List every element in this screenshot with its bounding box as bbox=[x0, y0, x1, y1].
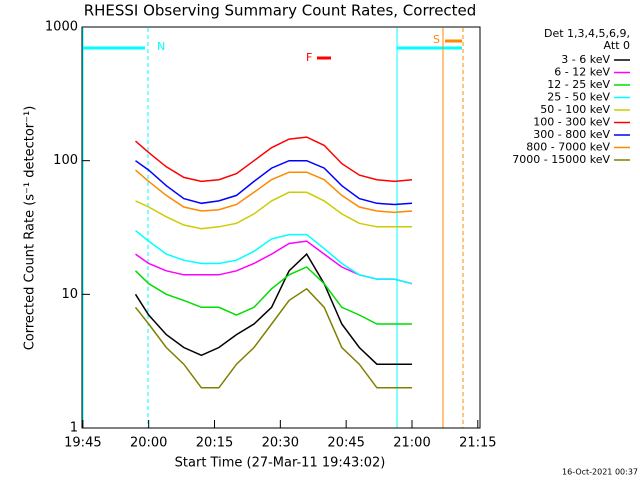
timestamp: 16-Oct-2021 00:37 bbox=[562, 468, 638, 477]
series-line bbox=[135, 191, 412, 230]
legend-label: 800 - 7000 keV bbox=[526, 141, 610, 154]
series-line bbox=[135, 159, 413, 206]
legend-label: 7000 - 15000 keV bbox=[512, 153, 610, 166]
legend-label: 12 - 25 keV bbox=[547, 78, 610, 91]
x-tick-label: 20:00 bbox=[130, 436, 167, 451]
x-axis-label: Start Time (27-Mar-11 19:43:02) bbox=[175, 456, 386, 471]
annotation: S bbox=[433, 33, 440, 46]
series-line bbox=[135, 230, 413, 285]
x-tick-label: 20:15 bbox=[196, 436, 233, 451]
legend-label: 100 - 300 keV bbox=[533, 116, 610, 129]
y-axis-label: Corrected Count Rate (s⁻¹ detector⁻¹) bbox=[23, 106, 38, 351]
y-tick-label: 1000 bbox=[45, 20, 78, 35]
legend-title: Att 0 bbox=[604, 39, 630, 52]
plot-frame bbox=[81, 26, 481, 429]
annotation: N bbox=[157, 40, 165, 53]
y-tick-label: 100 bbox=[53, 153, 78, 168]
series-line bbox=[135, 169, 413, 214]
series-line bbox=[134, 266, 412, 325]
series-line bbox=[135, 136, 413, 183]
chart-title: RHESSI Observing Summary Count Rates, Co… bbox=[84, 2, 477, 20]
legend-label: 3 - 6 keV bbox=[561, 53, 610, 66]
legend-label: 50 - 100 keV bbox=[540, 103, 610, 116]
x-tick-label: 19:45 bbox=[64, 436, 101, 451]
legend-label: 300 - 800 keV bbox=[533, 128, 610, 141]
series-line bbox=[134, 287, 412, 389]
legend-label: 6 - 12 keV bbox=[554, 66, 610, 79]
series-line bbox=[134, 252, 412, 365]
annotation: F bbox=[306, 51, 312, 64]
x-tick-label: 20:30 bbox=[262, 436, 299, 451]
overlays bbox=[82, 28, 464, 428]
x-tick-label: 21:00 bbox=[393, 436, 430, 451]
legend-title: Det 1,3,4,5,6,9, bbox=[544, 27, 630, 40]
y-tick-label: 10 bbox=[61, 287, 78, 302]
x-tick-label: 20:45 bbox=[327, 436, 364, 451]
legend-label: 25 - 50 keV bbox=[547, 91, 610, 104]
y-tick-label: 1 bbox=[70, 421, 78, 436]
x-tick-label: 21:15 bbox=[459, 436, 496, 451]
